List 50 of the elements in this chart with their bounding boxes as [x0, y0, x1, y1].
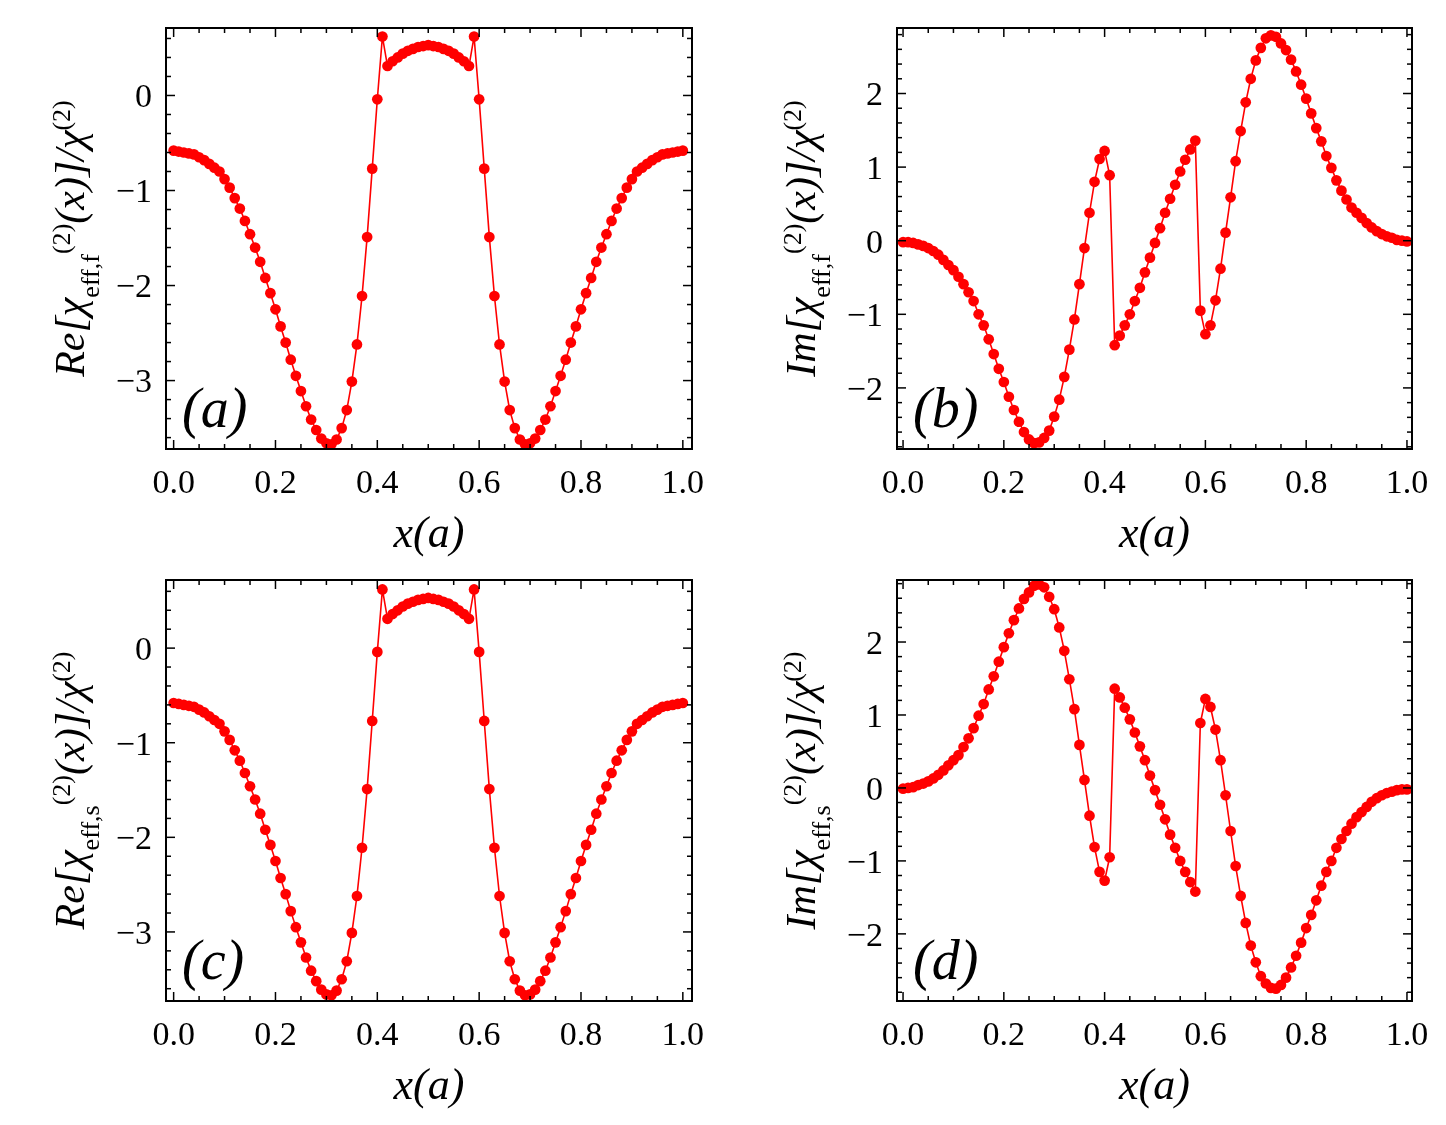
y-tick-label: −2: [846, 915, 883, 953]
x-tick-label: 0.4: [356, 463, 399, 500]
x-tick-label: 0.0: [881, 463, 925, 500]
x-tick-label: 0.4: [1083, 463, 1126, 500]
x-tick-label: 0.6: [457, 1015, 501, 1052]
x-tick-label: 0.8: [559, 1015, 603, 1052]
x-tick-label: 0.2: [982, 463, 1026, 500]
y-tick-label: −3: [115, 362, 152, 400]
x-axis-title: x(a): [392, 508, 465, 557]
y-tick-label: 0: [135, 630, 152, 668]
x-tick-label: 0.6: [457, 463, 501, 500]
y-tick-label: −1: [115, 172, 152, 210]
x-tick-label: 0.0: [881, 1015, 925, 1052]
y-tick-label: 0: [866, 769, 883, 807]
annotation: (c): [182, 929, 245, 992]
annotation: (b): [913, 377, 979, 440]
x-tick-label: 0.6: [1184, 1015, 1227, 1052]
x-tick-label: 0.0: [152, 1015, 195, 1052]
x-tick-label: 1.0: [1385, 1015, 1429, 1052]
x-tick-label: 1.0: [1385, 463, 1429, 500]
y-tick-label: −2: [115, 267, 152, 305]
annotation: (a): [182, 377, 248, 440]
x-tick-label: 0.8: [1284, 463, 1328, 500]
x-tick-label: 0.2: [254, 463, 297, 500]
x-tick-label: 0.2: [982, 1015, 1026, 1052]
x-axis-title: x(a): [1118, 1060, 1190, 1109]
x-tick-label: 1.0: [661, 463, 705, 500]
x-tick-label: 1.0: [661, 1015, 705, 1052]
y-tick-label: −3: [115, 913, 152, 951]
x-axis-title: x(a): [1118, 508, 1190, 557]
x-tick-label: 0.6: [1184, 463, 1227, 500]
y-tick-label: 2: [866, 75, 883, 113]
x-tick-label: 0.4: [356, 1015, 399, 1052]
x-tick-label: 0.2: [254, 1015, 297, 1052]
x-tick-label: 0.8: [559, 463, 603, 500]
x-axis-title: x(a): [392, 1060, 465, 1109]
y-tick-label: −1: [115, 724, 152, 762]
y-tick-label: 0: [866, 222, 883, 260]
y-tick-label: 0: [135, 77, 152, 115]
x-tick-label: 0.4: [1083, 1015, 1126, 1052]
y-tick-label: 2: [866, 623, 883, 661]
x-tick-label: 0.0: [152, 463, 195, 500]
x-tick-label: 0.8: [1284, 1015, 1328, 1052]
y-tick-label: −2: [846, 369, 883, 407]
y-tick-label: −2: [115, 819, 152, 857]
y-tick-label: 1: [866, 696, 883, 734]
y-tick-label: 1: [866, 149, 883, 187]
y-tick-label: −1: [846, 842, 883, 880]
annotation: (d): [913, 929, 979, 992]
y-tick-label: −1: [846, 296, 883, 334]
